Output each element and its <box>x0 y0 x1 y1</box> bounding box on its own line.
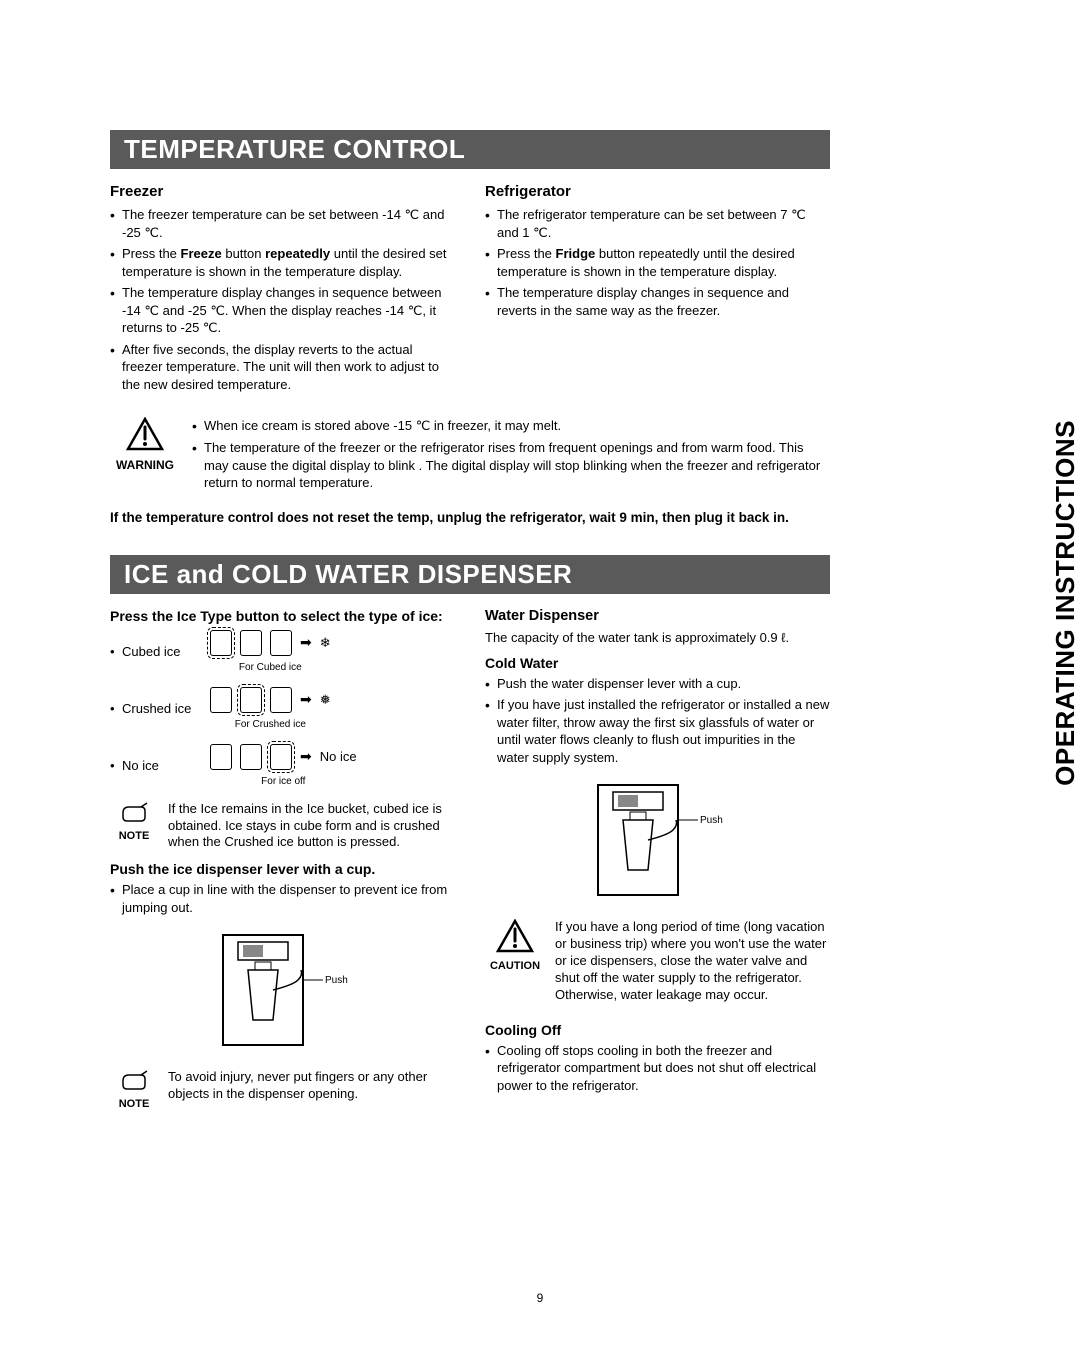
caution-label: CAUTION <box>485 960 545 972</box>
note2-block: NOTE To avoid injury, never put fingers … <box>110 1069 455 1110</box>
warning-block: WARNING When ice cream is stored above -… <box>110 417 830 495</box>
refrigerator-b2: Press the Fridge button repeatedly until… <box>485 245 830 280</box>
off-icon <box>270 687 292 713</box>
push-bullets: Place a cup in line with the dispenser t… <box>110 881 455 916</box>
freezer-b2: Press the Freeze button repeatedly until… <box>110 245 455 280</box>
freezer-bullets: The freezer temperature can be set betwe… <box>110 206 455 393</box>
cooling-bullets: Cooling off stops cooling in both the fr… <box>485 1042 830 1095</box>
warning-b2: The temperature of the freezer or the re… <box>192 439 830 492</box>
warning-triangle-icon <box>126 417 164 451</box>
refrigerator-column: Refrigerator The refrigerator temperatur… <box>485 183 830 397</box>
refrigerator-bullets: The refrigerator temperature can be set … <box>485 206 830 319</box>
cubed-icon <box>210 630 232 656</box>
water-dispenser-heading: Water Dispenser <box>485 608 830 624</box>
note1-icon-col: NOTE <box>110 801 158 842</box>
note2-label: NOTE <box>110 1098 158 1110</box>
cubed-icon <box>210 744 232 770</box>
caution-body: If you have a long period of time (long … <box>555 919 830 1003</box>
water-capacity: The capacity of the water tank is approx… <box>485 630 830 645</box>
ice-left-column: Press the Ice Type button to select the … <box>110 608 455 1111</box>
cooling-b1: Cooling off stops cooling in both the fr… <box>485 1042 830 1095</box>
troubleshoot-text: If the temperature control does not rese… <box>110 510 830 525</box>
cooling-off-heading: Cooling Off <box>485 1022 830 1038</box>
warning-body: When ice cream is stored above -15 ℃ in … <box>192 417 830 495</box>
noice-row: No ice ➡ No ice For ice off <box>110 744 455 787</box>
freezer-heading: Freezer <box>110 183 455 200</box>
off-icon <box>270 744 292 770</box>
noice-caption: For ice off <box>261 776 305 787</box>
water-dispenser-figure: Push <box>588 780 728 905</box>
caution-triangle-icon <box>496 919 534 953</box>
noice-label: No ice <box>110 758 200 773</box>
note2-body: To avoid injury, never put fingers or an… <box>168 1069 455 1103</box>
ice-type-heading: Press the Ice Type button to select the … <box>110 608 455 624</box>
crushed-result-icon: ❅ <box>320 692 331 708</box>
cold-b2: If you have just installed the refrigera… <box>485 696 830 766</box>
push-label-text: Push <box>325 975 348 986</box>
refrigerator-heading: Refrigerator <box>485 183 830 200</box>
crushed-icon <box>240 630 262 656</box>
svg-text:Push: Push <box>700 815 723 826</box>
cubed-ice-row: Cubed ice ➡ ❄ For Cubed ice <box>110 630 455 673</box>
section-banner-ice: ICE and COLD WATER DISPENSER <box>110 555 830 594</box>
freezer-b3: The temperature display changes in seque… <box>110 284 455 337</box>
ice-columns: Press the Ice Type button to select the … <box>110 608 830 1111</box>
crushed-icons: ➡ ❅ For Crushed ice <box>210 687 331 730</box>
refrigerator-b1: The refrigerator temperature can be set … <box>485 206 830 241</box>
cubed-icon <box>210 687 232 713</box>
note2-icon-col: NOTE <box>110 1069 158 1110</box>
freezer-column: Freezer The freezer temperature can be s… <box>110 183 455 397</box>
crushed-caption: For Crushed ice <box>235 719 306 730</box>
cubed-label: Cubed ice <box>110 644 200 659</box>
arrow-icon: ➡ <box>300 748 312 765</box>
crushed-label: Crushed ice <box>110 701 200 716</box>
arrow-icon: ➡ <box>300 691 312 708</box>
note-hand-icon <box>119 1069 149 1091</box>
caution-icon-col: CAUTION <box>485 919 545 972</box>
freezer-b1: The freezer temperature can be set betwe… <box>110 206 455 241</box>
crushed-icon <box>240 687 262 713</box>
note1-block: NOTE If the Ice remains in the Ice bucke… <box>110 801 455 852</box>
note1-label: NOTE <box>110 830 158 842</box>
caution-block: CAUTION If you have a long period of tim… <box>485 919 830 1003</box>
noice-result: No ice <box>320 749 357 764</box>
note-hand-icon <box>119 801 149 823</box>
crushed-ice-row: Crushed ice ➡ ❅ For Crushed ice <box>110 687 455 730</box>
page-content: TEMPERATURE CONTROL Freezer The freezer … <box>110 130 830 1110</box>
warning-icon-col: WARNING <box>110 417 180 472</box>
cold-water-heading: Cold Water <box>485 655 830 671</box>
section-banner-temperature: TEMPERATURE CONTROL <box>110 130 830 169</box>
cubes-result-icon: ❄ <box>320 635 331 651</box>
temp-columns: Freezer The freezer temperature can be s… <box>110 183 830 397</box>
ice-dispenser-figure: Push <box>213 930 353 1055</box>
cold-water-bullets: Push the water dispenser lever with a cu… <box>485 675 830 767</box>
note1-body: If the Ice remains in the Ice bucket, cu… <box>168 801 455 852</box>
refrigerator-b3: The temperature display changes in seque… <box>485 284 830 319</box>
cold-b1: Push the water dispenser lever with a cu… <box>485 675 830 693</box>
freezer-b4: After five seconds, the display reverts … <box>110 341 455 394</box>
page-number: 9 <box>537 1291 544 1305</box>
sidebar-tab: OPERATING INSTRUCTIONS <box>1050 420 1080 786</box>
ice-right-column: Water Dispenser The capacity of the wate… <box>485 608 830 1111</box>
cubed-icons: ➡ ❄ For Cubed ice <box>210 630 331 673</box>
cubed-caption: For Cubed ice <box>239 662 302 673</box>
arrow-icon: ➡ <box>300 634 312 651</box>
warning-b1: When ice cream is stored above -15 ℃ in … <box>192 417 830 435</box>
push-b1: Place a cup in line with the dispenser t… <box>110 881 455 916</box>
noice-icons: ➡ No ice For ice off <box>210 744 357 787</box>
push-heading: Push the ice dispenser lever with a cup. <box>110 861 455 877</box>
crushed-icon <box>240 744 262 770</box>
warning-label: WARNING <box>110 458 180 472</box>
off-icon <box>270 630 292 656</box>
